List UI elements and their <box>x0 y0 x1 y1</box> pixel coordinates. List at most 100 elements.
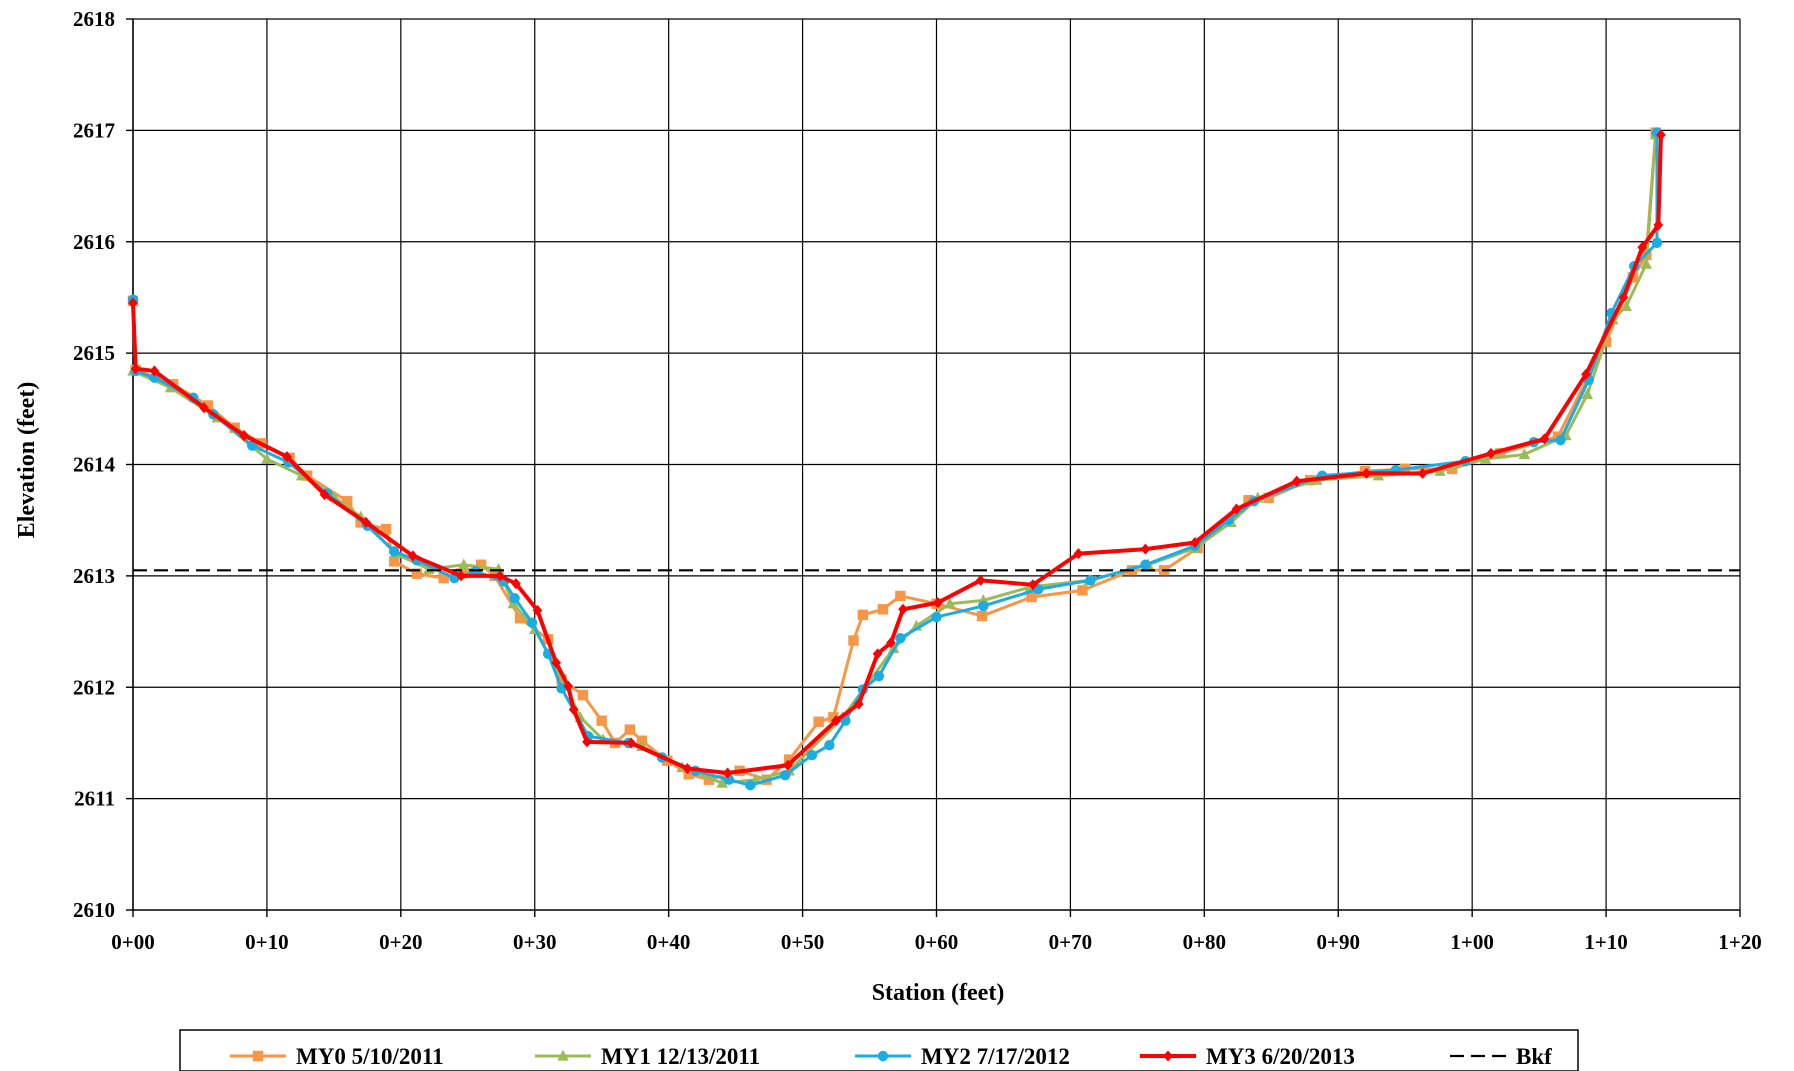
x-tick-label: 0+30 <box>513 930 556 954</box>
data-point-diamond <box>551 657 562 669</box>
x-tick-label: 0+20 <box>379 930 422 954</box>
data-point-diamond <box>1653 219 1664 231</box>
x-tick-label: 0+70 <box>1049 930 1092 954</box>
data-point-triangle <box>557 1049 569 1061</box>
data-point-square <box>388 556 400 567</box>
data-point-diamond <box>1618 291 1629 303</box>
x-tick-label: 0+60 <box>915 930 958 954</box>
data-point-diamond <box>1291 475 1302 487</box>
data-point-square <box>355 517 366 528</box>
data-point-diamond <box>361 516 371 528</box>
data-point-diamond <box>975 574 986 586</box>
legend-box <box>179 1029 1579 1071</box>
data-point-triangle <box>1581 388 1594 400</box>
data-point-circle <box>824 739 835 751</box>
data-point-circle <box>895 633 906 644</box>
data-point-circle <box>723 774 735 785</box>
data-point-diamond <box>886 637 896 649</box>
data-point-diamond <box>1190 536 1200 548</box>
data-point-square <box>596 715 607 726</box>
data-point-circle <box>388 546 400 557</box>
data-point-square <box>202 400 214 411</box>
data-point-diamond <box>1539 433 1550 445</box>
data-point-diamond <box>130 363 141 375</box>
data-point-square <box>475 559 487 570</box>
data-point-circle <box>873 670 885 682</box>
data-point-square <box>514 612 526 624</box>
data-point-square <box>1026 591 1037 603</box>
data-point-circle <box>931 611 942 623</box>
axes <box>126 18 1741 917</box>
x-tick-label: 0+10 <box>245 930 288 954</box>
x-tick-label: 1+10 <box>1584 930 1627 954</box>
data-point-diamond <box>1656 129 1666 141</box>
data-point-circle <box>1555 434 1566 446</box>
legend-label: MY1 12/13/2011 <box>601 1044 760 1069</box>
grid-lines <box>133 18 1741 910</box>
y-tick-label: 2618 <box>73 7 115 31</box>
data-point-triangle <box>1518 448 1531 460</box>
y-axis-title: Elevation (feet) <box>14 382 40 539</box>
data-point-diamond <box>568 704 579 716</box>
data-point-square <box>252 1050 264 1062</box>
data-point-square <box>857 609 869 621</box>
data-point-circle <box>745 780 756 791</box>
data-point-square <box>895 590 906 602</box>
data-point-square <box>783 754 795 765</box>
data-point-diamond <box>1581 368 1591 380</box>
data-point-diamond <box>456 570 466 582</box>
legend-label: MY0 5/10/2011 <box>296 1044 444 1069</box>
x-tick-label: 0+40 <box>647 930 690 954</box>
data-point-circle <box>526 617 538 628</box>
data-point-square <box>624 724 636 735</box>
data-point-diamond <box>319 489 330 501</box>
data-point-triangle <box>716 776 728 788</box>
data-point-diamond <box>1361 467 1372 479</box>
data-point-diamond <box>783 759 793 771</box>
x-tick-label: 0+50 <box>781 930 824 954</box>
data-point-circle <box>1085 575 1096 586</box>
data-point-diamond <box>511 578 521 590</box>
y-tick-label: 2613 <box>73 564 115 588</box>
x-tick-label: 0+90 <box>1317 930 1360 954</box>
data-point-diamond <box>1637 241 1648 253</box>
data-point-diamond <box>1163 1050 1173 1062</box>
data-point-square <box>577 689 589 701</box>
data-point-diamond <box>872 648 883 660</box>
data-point-diamond <box>282 451 292 463</box>
data-point-square <box>828 712 839 723</box>
x-tick-label: 1+00 <box>1450 930 1493 954</box>
y-tick-label: 2614 <box>73 453 116 477</box>
data-point-diamond <box>722 767 733 779</box>
data-point-square <box>1263 492 1274 504</box>
legend-label: Bkf <box>1516 1044 1552 1069</box>
data-point-diamond <box>1486 447 1496 459</box>
data-point-square <box>703 774 715 785</box>
data-point-diamond <box>853 698 864 710</box>
y-tick-label: 2612 <box>73 675 115 699</box>
data-point-diamond <box>1028 579 1038 591</box>
data-point-diamond <box>239 430 249 442</box>
x-tick-label: 0+00 <box>111 930 154 954</box>
data-point-diamond <box>1231 503 1242 515</box>
x-tick-labels: 0+00 0+10 0+20 0+30 0+40 0+50 0+60 0+70 0+80 0+90… <box>111 930 1761 954</box>
data-point-square <box>877 604 889 615</box>
data-point-diamond <box>128 297 138 309</box>
data-point-circle <box>509 592 520 604</box>
legend-label: MY3 6/20/2013 <box>1206 1044 1355 1069</box>
data-point-diamond <box>1417 467 1428 479</box>
data-point-diamond <box>495 570 505 582</box>
data-point-diamond <box>199 402 209 414</box>
data-point-square <box>813 716 824 727</box>
legend: MY0 5/10/2011 MY1 12/13/2011 MY2 7/17/2012… <box>179 1029 1579 1071</box>
y-tick-label: 2611 <box>74 787 115 811</box>
data-point-diamond <box>582 736 592 748</box>
data-point-circle <box>806 749 818 761</box>
data-point-triangle <box>1640 257 1652 269</box>
data-point-circle <box>1140 559 1151 570</box>
data-point-square <box>438 572 449 584</box>
data-point-square <box>342 496 353 507</box>
data-point-diamond <box>563 680 574 692</box>
x-tick-label: 1+20 <box>1718 930 1761 954</box>
